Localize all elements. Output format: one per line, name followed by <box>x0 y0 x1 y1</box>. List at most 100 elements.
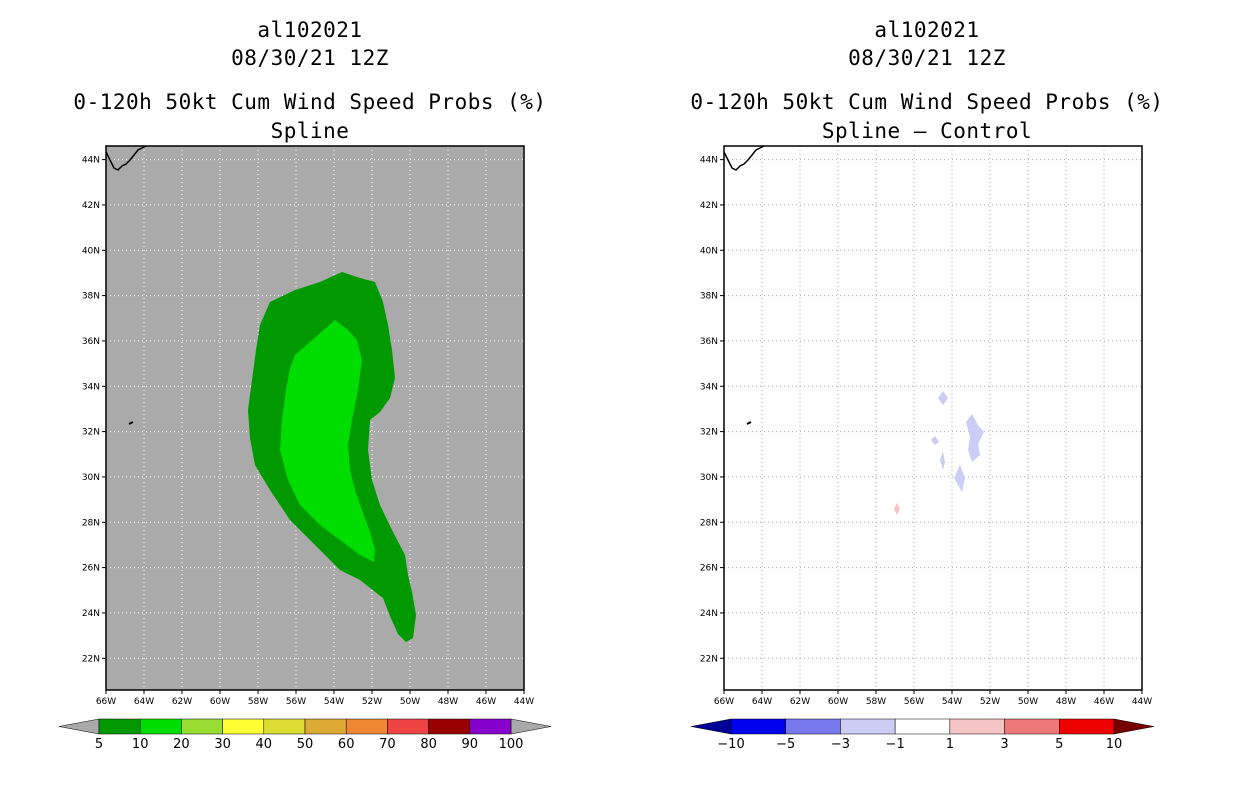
lat-label: 32N <box>700 428 718 438</box>
lon-label: 58W <box>248 697 268 707</box>
lat-label: 44N <box>700 156 718 166</box>
colorbar-swatch <box>263 718 306 735</box>
colorbar-low-extension <box>58 718 100 735</box>
left-longitude-labels: 66W 64W 62W 60W 58W 56W 54W 52W 50W 48W 46W 44W <box>96 690 534 707</box>
lat-label: 28N <box>700 518 718 528</box>
diff-positive-patch <box>894 503 900 515</box>
right-map-frame <box>723 145 1143 691</box>
colorbar-swatch <box>345 718 388 735</box>
colorbar-swatch <box>181 718 223 735</box>
lon-label: 66W <box>96 697 116 707</box>
right-storm-id: al102021 <box>874 18 980 42</box>
probability-colorbar: 5 10 20 30 40 50 60 70 80 90 100 <box>58 718 552 752</box>
lat-label: 36N <box>82 337 100 347</box>
lon-label: 60W <box>210 697 230 707</box>
colorbar-swatch <box>1059 718 1115 735</box>
colorbar-swatch <box>1004 718 1060 735</box>
colorbar-label: −5 <box>776 737 795 752</box>
colorbar-label: 50 <box>297 737 314 752</box>
lon-label: 64W <box>134 697 154 707</box>
lat-label: 32N <box>82 428 100 438</box>
colorbar-high-extension <box>1113 718 1155 735</box>
colorbar-swatch <box>387 718 429 735</box>
lat-label: 24N <box>82 609 100 619</box>
lon-label: 60W <box>828 697 848 707</box>
lon-label: 54W <box>324 697 344 707</box>
lat-label: 42N <box>82 201 100 211</box>
left-coastline-north <box>105 145 147 171</box>
lon-label: 44W <box>514 697 534 707</box>
lat-label: 30N <box>700 473 718 483</box>
lon-label: 66W <box>714 697 734 707</box>
lat-label: 24N <box>700 609 718 619</box>
diff-negative-patch <box>938 391 948 405</box>
colorbar-swatch <box>428 718 471 735</box>
right-map: 44N 42N 40N 38N 36N 34N 32N 30N 28N 26N 24N 22N 66W… <box>700 145 1152 707</box>
left-map: 44N 42N 40N 38N 36N 34N 32N 30N 28N 26N 24N 22N 66W… <box>82 145 534 707</box>
left-subtitle: Spline <box>270 119 350 143</box>
lat-label: 42N <box>700 201 718 211</box>
right-subtitle: Spline – Control <box>821 119 1033 143</box>
colorbar-swatch <box>785 718 841 735</box>
lat-label: 28N <box>82 518 100 528</box>
lon-label: 46W <box>1094 697 1114 707</box>
lat-label: 40N <box>82 246 100 256</box>
colorbar-swatch <box>304 718 347 735</box>
lon-label: 46W <box>476 697 496 707</box>
colorbar-swatch <box>139 718 182 735</box>
difference-colorbar: −10 −5 −3 −1 1 3 5 10 <box>690 718 1155 752</box>
lon-label: 50W <box>400 697 420 707</box>
lat-label: 38N <box>82 292 100 302</box>
right-datetime: 08/30/21 12Z <box>848 46 1006 70</box>
lat-label: 22N <box>82 654 100 664</box>
colorbar-label: 10 <box>132 737 149 752</box>
colorbar-label: 80 <box>420 737 437 752</box>
lon-label: 50W <box>1018 697 1038 707</box>
colorbar-label: 1 <box>946 737 954 752</box>
lon-label: 54W <box>942 697 962 707</box>
lon-label: 56W <box>904 697 924 707</box>
lat-label: 44N <box>82 156 100 166</box>
colorbar-label: 5 <box>1055 737 1063 752</box>
colorbar-label: −1 <box>886 737 905 752</box>
lat-label: 30N <box>82 473 100 483</box>
left-latitude-labels: 44N 42N 40N 38N 36N 34N 32N 30N 28N 26N 24N 22N <box>82 156 106 664</box>
colorbar-high-extension <box>510 718 552 735</box>
lon-label: 44W <box>1132 697 1152 707</box>
colorbar-label: 90 <box>462 737 479 752</box>
colorbar-label: 20 <box>173 737 190 752</box>
lon-label: 52W <box>980 697 1000 707</box>
colorbar-low-extension <box>690 718 732 735</box>
prob-10-contour-region <box>280 320 375 562</box>
lat-label: 40N <box>700 246 718 256</box>
lon-label: 48W <box>1056 697 1076 707</box>
colorbar-label: 100 <box>499 737 524 752</box>
colorbar-swatch <box>840 718 896 735</box>
colorbar-label: −10 <box>717 737 744 752</box>
right-map-background <box>724 146 1142 690</box>
lon-label: 58W <box>866 697 886 707</box>
right-longitude-labels: 66W 64W 62W 60W 58W 56W 54W 52W 50W 48W 46W 44W <box>714 690 1152 707</box>
lat-label: 34N <box>700 382 718 392</box>
diff-negative-patch <box>954 465 965 492</box>
colorbar-label: 5 <box>95 737 103 752</box>
lat-label: 36N <box>700 337 718 347</box>
diff-negative-patch <box>940 452 945 470</box>
diff-negative-patch <box>931 436 939 445</box>
lat-label: 26N <box>82 564 100 574</box>
right-map-gridlines <box>724 146 1142 690</box>
right-product-title: 0-120h 50kt Cum Wind Speed Probs (%) <box>690 90 1164 114</box>
right-coastline-north <box>723 145 765 171</box>
colorbar-label: 70 <box>379 737 396 752</box>
lat-label: 26N <box>700 564 718 574</box>
right-latitude-labels: 44N 42N 40N 38N 36N 34N 32N 30N 28N 26N 24N 22N <box>700 156 724 664</box>
lon-label: 48W <box>438 697 458 707</box>
lat-label: 22N <box>700 654 718 664</box>
left-datetime: 08/30/21 12Z <box>231 46 389 70</box>
colorbar-label: 30 <box>214 737 231 752</box>
colorbar-label: 10 <box>1106 737 1123 752</box>
colorbar-label: 3 <box>1000 737 1008 752</box>
left-island-marker <box>128 421 134 425</box>
lon-label: 62W <box>172 697 192 707</box>
lon-label: 56W <box>286 697 306 707</box>
